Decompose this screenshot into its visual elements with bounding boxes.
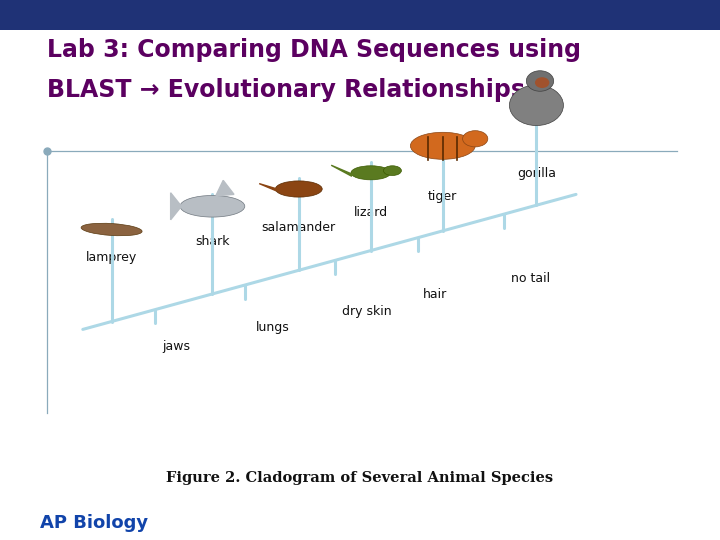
Text: Figure 2. Cladogram of Several Animal Species: Figure 2. Cladogram of Several Animal Sp… bbox=[166, 471, 554, 485]
Ellipse shape bbox=[462, 131, 488, 147]
Polygon shape bbox=[331, 165, 353, 176]
Ellipse shape bbox=[526, 71, 554, 91]
Ellipse shape bbox=[276, 181, 323, 197]
Text: Lab 3: Comparing DNA Sequences using: Lab 3: Comparing DNA Sequences using bbox=[47, 38, 581, 62]
Text: lungs: lungs bbox=[256, 321, 289, 334]
Ellipse shape bbox=[535, 77, 549, 88]
Text: lizard: lizard bbox=[354, 206, 388, 219]
Ellipse shape bbox=[180, 195, 245, 217]
Ellipse shape bbox=[510, 85, 563, 125]
Ellipse shape bbox=[384, 166, 402, 176]
Text: BLAST → Evolutionary Relationships: BLAST → Evolutionary Relationships bbox=[47, 78, 525, 102]
Ellipse shape bbox=[410, 132, 475, 159]
Text: jaws: jaws bbox=[162, 340, 190, 353]
Polygon shape bbox=[216, 180, 234, 195]
Text: no tail: no tail bbox=[511, 272, 550, 285]
Text: tiger: tiger bbox=[428, 190, 457, 203]
Ellipse shape bbox=[81, 223, 142, 236]
Text: salamander: salamander bbox=[262, 221, 336, 234]
Text: dry skin: dry skin bbox=[342, 305, 392, 318]
Text: lamprey: lamprey bbox=[86, 251, 138, 264]
Polygon shape bbox=[171, 193, 181, 220]
Text: gorilla: gorilla bbox=[517, 167, 556, 180]
Text: hair: hair bbox=[423, 288, 447, 301]
Ellipse shape bbox=[351, 166, 391, 180]
Text: shark: shark bbox=[195, 235, 230, 248]
Text: AP Biology: AP Biology bbox=[40, 514, 148, 532]
Polygon shape bbox=[259, 184, 277, 191]
Bar bbox=[0, 0, 720, 30]
